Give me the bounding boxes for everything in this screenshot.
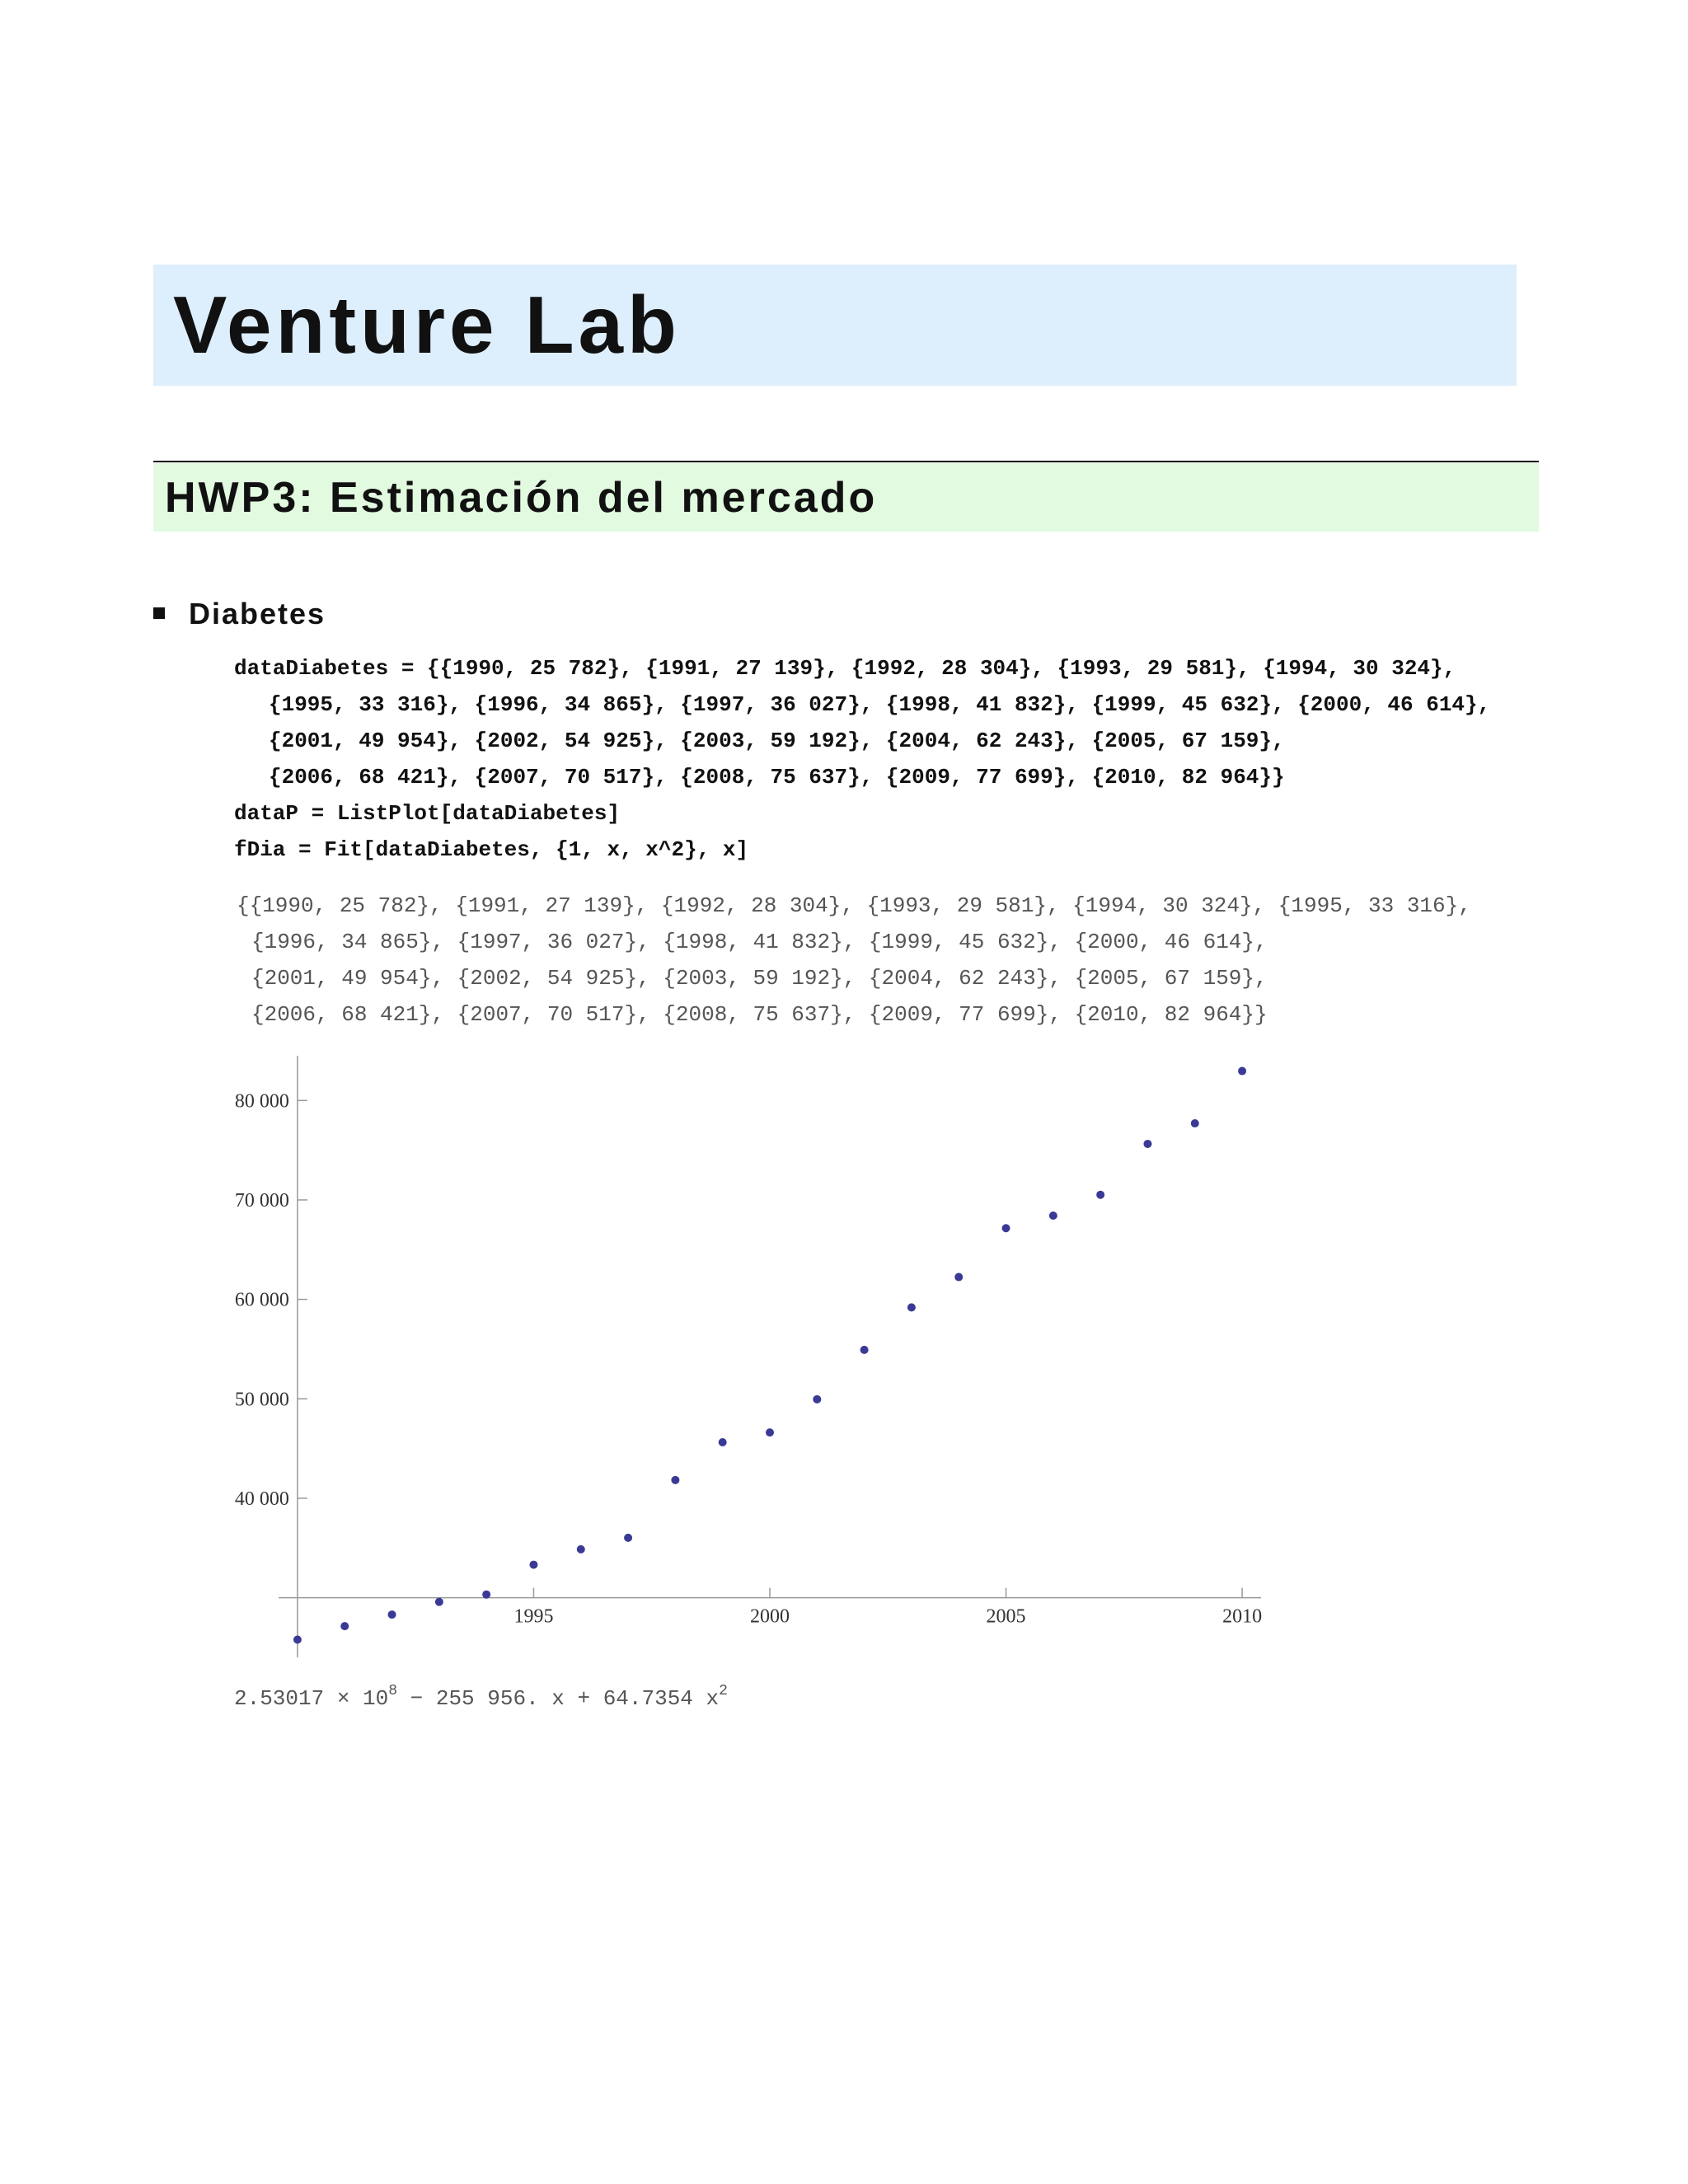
data-point: [340, 1622, 349, 1631]
input-line: fDia = Fit[dataDiabetes, {1, x, x^2}, x]: [234, 837, 748, 862]
y-tick-label: 40 000: [235, 1488, 289, 1510]
data-point: [576, 1544, 585, 1554]
x-tick-label: 2010: [1222, 1606, 1262, 1628]
output-cell: {{1990, 25 782}, {1991, 27 139}, {1992, …: [237, 893, 1471, 1027]
input-line: dataP = ListPlot[dataDiabetes]: [234, 801, 620, 826]
data-point: [907, 1303, 916, 1312]
data-point: [434, 1597, 443, 1606]
section-cell: [153, 463, 1539, 532]
data-point: [624, 1533, 633, 1542]
data-point: [1096, 1190, 1105, 1199]
data-point: [387, 1610, 396, 1619]
data-point: [954, 1272, 964, 1282]
data-point: [1048, 1212, 1057, 1221]
data-point: [671, 1475, 680, 1484]
output-line: {2001, 49 954}, {2002, 54 925}, {2003, 5…: [251, 966, 1268, 991]
x-tick-label: 2000: [750, 1606, 790, 1628]
plot: 40 000 50 000 60 000 70 000 80 000 1995 2000 20…: [235, 1056, 1262, 1657]
data-point: [860, 1345, 869, 1354]
data-point: [293, 1635, 302, 1644]
x-tick-label: 2005: [987, 1606, 1026, 1628]
fit-terms: − 255 956. x + 64.7354 x: [397, 1686, 719, 1711]
y-tick-label: 60 000: [235, 1290, 289, 1311]
data-point: [529, 1560, 538, 1569]
output-line: {2006, 68 421}, {2007, 70 517}, {2008, 7…: [251, 1002, 1268, 1027]
input-line: {2006, 68 421}, {2007, 70 517}, {2008, 7…: [269, 765, 1285, 790]
fit-exponent: 2: [719, 1683, 728, 1699]
y-tick-label: 80 000: [235, 1090, 289, 1112]
input-line: {2001, 49 954}, {2002, 54 925}, {2003, 5…: [269, 729, 1285, 753]
y-tick-label: 50 000: [235, 1389, 289, 1410]
fit-output: 2.53017 × 108 − 255 956. x + 64.7354 x2: [234, 1683, 728, 1711]
output-line: {{1990, 25 782}, {1991, 27 139}, {1992, …: [237, 893, 1471, 918]
fit-exponent: 8: [388, 1683, 397, 1699]
output-line: {1996, 34 865}, {1997, 36 027}, {1998, 4…: [251, 930, 1268, 954]
data-point: [766, 1428, 774, 1437]
data-point: [718, 1437, 727, 1446]
title-cell: [153, 265, 1517, 386]
data-point: [482, 1590, 491, 1599]
y-tick-label: 70 000: [235, 1190, 289, 1212]
data-point: [1143, 1139, 1152, 1148]
input-line: {1995, 33 316}, {1996, 34 865}, {1997, 3…: [269, 692, 1490, 717]
x-tick-label: 1995: [513, 1606, 553, 1628]
data-point: [1001, 1224, 1010, 1233]
title: Venture Lab: [173, 279, 681, 370]
subsection-title: Diabetes: [189, 597, 326, 630]
section-title: HWP3: Estimación del mercado: [165, 474, 877, 522]
input-line: dataDiabetes = {{1990, 25 782}, {1991, 2…: [234, 656, 1456, 681]
fit-coefficient: 2.53017 × 10: [234, 1686, 388, 1711]
data-point: [813, 1394, 822, 1404]
data-point: [1238, 1066, 1247, 1076]
data-point: [1190, 1119, 1199, 1128]
input-cell: dataDiabetes = {{1990, 25 782}, {1991, 2…: [234, 656, 1490, 862]
bullet: [153, 607, 165, 619]
